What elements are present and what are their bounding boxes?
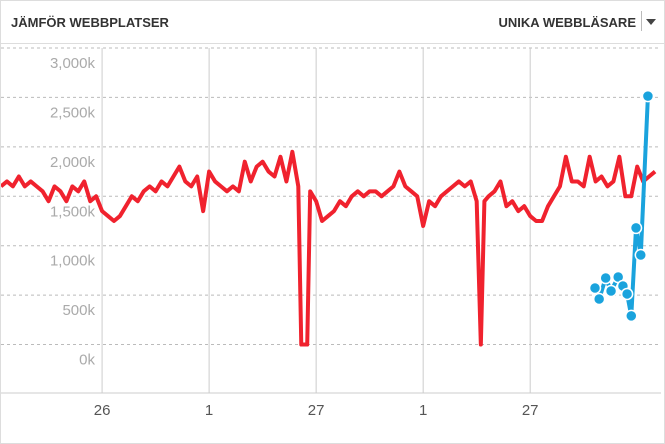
header: JÄMFÖR WEBBPLATSER UNIKA WEBBLÄSARE — [1, 1, 664, 44]
y-tick-label: 0k — [79, 352, 95, 369]
y-tick-label: 1,000k — [50, 253, 96, 270]
y-tick-label: 2,500k — [50, 104, 96, 121]
y-tick-label: 500k — [62, 302, 95, 319]
point — [588, 281, 602, 295]
point — [625, 309, 638, 323]
x-tick-label: 27 — [308, 402, 325, 419]
point — [629, 221, 643, 235]
point — [599, 271, 612, 285]
widget-title: JÄMFÖR WEBBPLATSER — [11, 15, 169, 30]
divider — [641, 11, 642, 31]
dropdown-arrow[interactable] — [646, 19, 656, 26]
y-tick-label: 1,500k — [50, 203, 96, 220]
point — [634, 248, 648, 262]
series-line — [1, 149, 657, 347]
point — [620, 287, 634, 301]
x-tick-label: 1 — [205, 402, 213, 419]
point — [641, 89, 655, 103]
point — [604, 284, 618, 298]
x-tick-label: 26 — [94, 402, 111, 419]
y-tick-label: 2,000k — [50, 154, 96, 171]
point — [592, 292, 606, 306]
x-tick-label: 27 — [522, 402, 539, 419]
x-tick-label: 1 — [419, 402, 427, 419]
y-tick-label: 3,000k — [50, 55, 96, 72]
metric-dropdown[interactable]: UNIKA WEBBLÄSARE — [498, 15, 636, 30]
chart: 0k 500k 1,000k 1,500k 2,000k 2,500k 3,000k 26 1 2… — [1, 47, 661, 419]
